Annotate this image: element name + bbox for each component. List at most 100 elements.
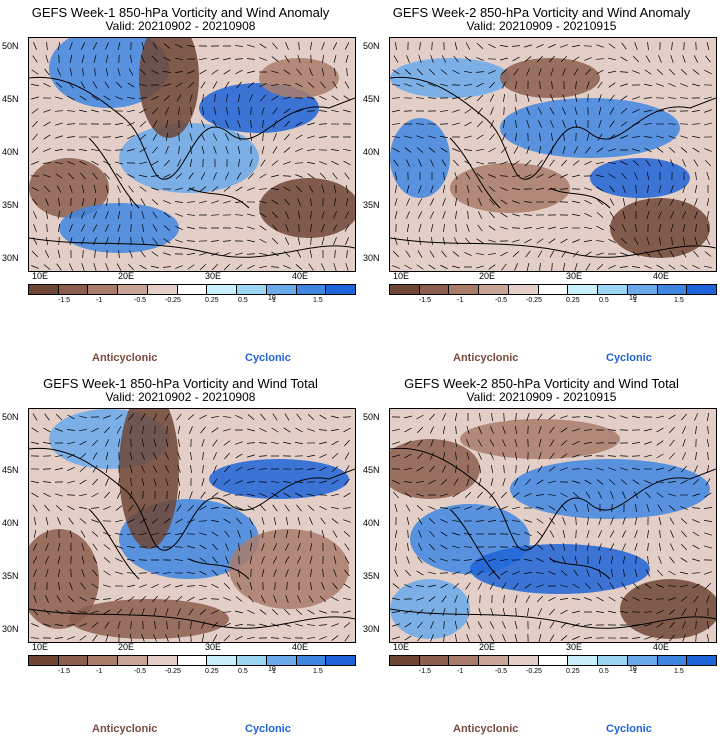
wind-arrow: [283, 96, 291, 100]
wind-arrow: [596, 225, 604, 231]
wind-arrow: [152, 595, 158, 603]
wind-arrow: [668, 609, 676, 615]
wind-arrow: [538, 621, 542, 629]
wind-arrow: [104, 491, 110, 499]
wind-arrow: [200, 491, 206, 499]
wind-arrow: [31, 492, 39, 498]
wind-arrow: [223, 582, 231, 590]
wind-arrow: [141, 478, 145, 486]
wind-arrow: [152, 133, 158, 141]
wind-arrow: [225, 107, 229, 115]
wind-arrow: [294, 481, 304, 483]
wind-arrow: [548, 596, 556, 602]
wind-arrow: [548, 556, 556, 564]
wind-arrow: [319, 480, 327, 484]
wind-arrow: [344, 42, 350, 50]
wind-arrow: [284, 120, 290, 128]
wind-arrow: [526, 607, 530, 617]
wind-arrow: [646, 172, 650, 180]
wind-arrow: [620, 108, 628, 114]
wind-arrow: [632, 251, 640, 257]
wind-arrow: [633, 237, 639, 245]
wind-arrow: [103, 109, 111, 113]
wind-arrow: [596, 212, 604, 218]
wind-arrow: [343, 531, 351, 537]
wind-arrow: [548, 238, 556, 244]
vorticity-region: [259, 58, 339, 98]
wind-arrow: [262, 119, 264, 129]
wind-arrow: [225, 543, 229, 551]
wind-arrow: [126, 533, 136, 535]
lat-tick-label: 45N: [363, 465, 380, 475]
colorbar-swatch: [508, 656, 539, 665]
wind-arrow: [560, 570, 568, 576]
wind-arrow: [598, 107, 602, 115]
wind-arrow: [610, 517, 614, 525]
colorbar-swatch: [657, 656, 688, 665]
wind-arrow: [333, 263, 337, 271]
wind-arrow: [572, 174, 580, 178]
wind-arrow: [234, 58, 244, 60]
wind-arrow: [345, 55, 349, 63]
wind-arrow: [620, 596, 628, 602]
wind-arrow: [163, 83, 171, 87]
wind-arrow: [246, 442, 256, 444]
wind-arrow: [187, 252, 195, 256]
wind-arrow: [152, 42, 158, 50]
wind-arrow: [345, 237, 349, 245]
wind-arrow: [116, 263, 122, 271]
wind-arrow: [475, 148, 485, 152]
wind-arrow: [610, 491, 614, 499]
wind-arrow: [115, 122, 123, 126]
wind-arrow: [177, 452, 181, 460]
wind-arrow: [608, 596, 616, 602]
wind-arrow: [538, 439, 542, 447]
wind-arrow: [634, 530, 638, 538]
wind-arrow: [535, 494, 545, 496]
wind-arrow: [393, 159, 399, 167]
wind-arrow: [284, 556, 290, 564]
wind-arrow: [294, 442, 304, 444]
wind-arrow: [681, 211, 687, 219]
wind-arrow: [235, 466, 243, 472]
wind-arrow: [116, 491, 122, 499]
wind-arrow: [525, 478, 531, 486]
wind-arrow: [395, 41, 397, 51]
wind-arrow: [563, 132, 565, 142]
wind-arrow: [259, 238, 267, 244]
wind-arrow: [537, 250, 543, 258]
wind-arrow: [500, 161, 508, 165]
wind-arrow: [499, 533, 509, 535]
colorbar-swatch: [326, 656, 356, 665]
wind-arrow: [79, 635, 87, 641]
wind-arrow: [139, 83, 147, 87]
wind-arrow: [103, 426, 111, 434]
wind-arrow: [548, 466, 556, 472]
wind-arrow: [175, 44, 183, 48]
wind-arrow: [30, 84, 40, 86]
wind-arrow: [139, 186, 147, 192]
wind-arrow: [404, 69, 412, 75]
wind-arrow: [273, 569, 277, 577]
wind-arrow: [428, 596, 436, 602]
wind-arrow: [631, 624, 641, 626]
wind-arrow: [549, 439, 555, 447]
wind-arrow: [465, 172, 471, 180]
wind-arrow: [210, 214, 220, 216]
wind-arrow: [428, 506, 436, 510]
wind-arrow: [92, 172, 98, 180]
wind-arrow: [33, 569, 37, 577]
vorticity-region: [390, 579, 470, 639]
wind-arrow: [547, 187, 557, 191]
wind-arrow: [476, 57, 484, 61]
wind-arrow: [692, 83, 700, 87]
wind-arrow: [705, 55, 711, 63]
wind-arrow: [404, 440, 412, 446]
wind-arrow: [680, 83, 688, 87]
wind-arrow: [128, 68, 134, 76]
wind-arrow: [693, 595, 699, 603]
vorticity-region: [450, 163, 570, 213]
wind-arrow: [66, 429, 76, 431]
wind-arrow: [500, 212, 508, 218]
wind-arrow: [129, 465, 133, 473]
